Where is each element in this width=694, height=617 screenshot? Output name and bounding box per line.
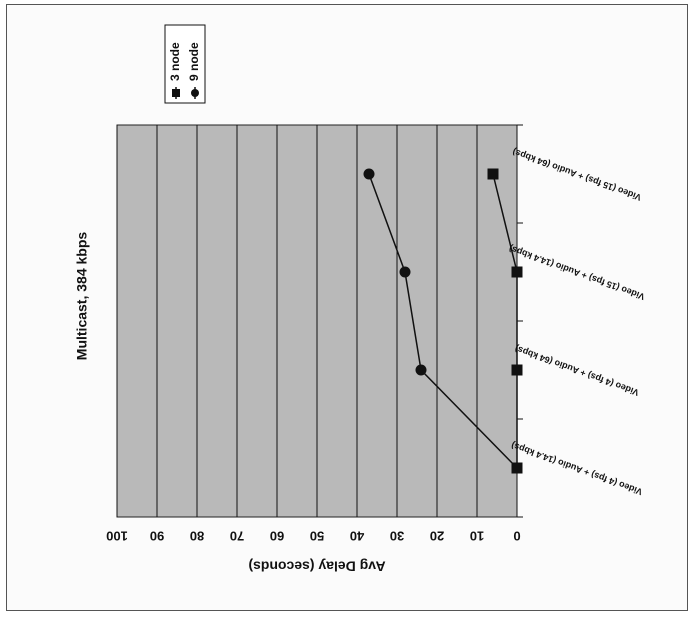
legend-label: 3 node [168,42,182,81]
data-point-3-node [487,168,499,180]
data-point-9-node [399,266,411,278]
y-tick-label: 40 [350,529,364,544]
y-tick-label: 100 [106,529,128,544]
y-tick-labels: 0 10 20 30 40 50 60 70 80 90 100 [106,529,520,544]
y-tick-label: 0 [513,529,520,544]
y-axis-title: Avg Delay (seconds) [248,558,385,574]
data-point-3-node [511,364,523,376]
legend-circle-marker-icon [191,89,199,97]
y-tick-label: 20 [430,529,444,544]
y-tick-label: 30 [390,529,404,544]
legend-square-marker-icon [172,89,180,97]
series-layer [363,168,523,474]
x-category-label: Video (15 fps) + Audio (14.4 kbps) [508,243,647,302]
data-point-3-node [511,266,523,278]
x-category-label: Video (15 fps) + Audio (64 kbps) [511,147,642,203]
x-category-label: Video (4 fps) + Audio (64 kbps) [513,343,640,397]
chart-title: Multicast, 384 kbps [74,232,90,361]
series-line-9-node [368,173,518,469]
y-tick-label: 90 [150,529,164,544]
chart-frame: 0 10 20 30 40 50 60 70 80 90 100 Video (4 fps) + A… [6,4,688,611]
chart: 0 10 20 30 40 50 60 70 80 90 100 Video (4 fps) + A… [74,24,647,574]
legend: 3 node 9 node [164,24,206,104]
x-category-labels: Video (4 fps) + Audio (14.4 kbps) Video (… [508,147,647,497]
series-line-3-node [492,173,518,468]
legend-box [164,24,206,104]
data-point-9-node [363,168,375,180]
legend-label: 9 node [187,42,201,81]
y-tick-label: 70 [230,529,244,544]
y-tick-label: 50 [310,529,324,544]
data-point-9-node [511,462,523,474]
y-tick-label: 60 [270,529,284,544]
data-point-9-node [415,364,427,376]
x-category-label: Video (4 fps) + Audio (14.4 kbps) [510,440,644,497]
y-tick-label: 80 [190,529,204,544]
y-tick-label: 10 [470,529,484,544]
